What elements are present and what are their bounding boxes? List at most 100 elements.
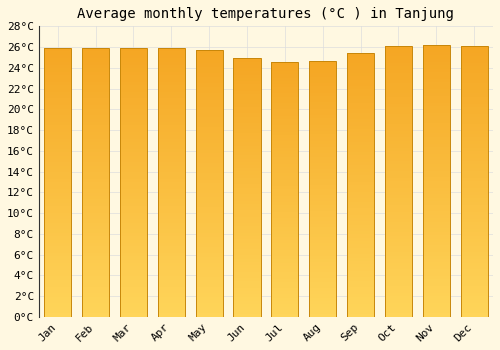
Bar	[158, 189, 185, 192]
Bar	[196, 194, 223, 197]
Bar	[196, 183, 223, 187]
Bar	[82, 102, 109, 105]
Bar	[460, 191, 488, 195]
Bar	[385, 46, 412, 49]
Bar	[422, 167, 450, 171]
Bar	[271, 93, 298, 97]
Bar	[44, 155, 72, 159]
Bar	[234, 275, 260, 278]
Bar	[158, 203, 185, 206]
Bar	[347, 195, 374, 198]
Bar	[309, 74, 336, 77]
Bar	[44, 276, 72, 280]
Bar	[347, 116, 374, 119]
Bar	[422, 242, 450, 245]
Bar	[309, 243, 336, 246]
Bar	[422, 303, 450, 307]
Bar	[422, 229, 450, 232]
Bar	[271, 240, 298, 243]
Bar	[460, 310, 488, 313]
Bar	[385, 158, 412, 161]
Bar	[82, 236, 109, 239]
Bar	[120, 65, 147, 68]
Bar	[82, 146, 109, 149]
Bar	[44, 233, 72, 236]
Bar	[309, 262, 336, 266]
Bar	[422, 126, 450, 130]
Bar	[196, 237, 223, 240]
Bar	[309, 92, 336, 96]
Bar	[385, 46, 412, 317]
Bar	[196, 220, 223, 223]
Bar	[309, 278, 336, 281]
Bar	[120, 270, 147, 273]
Bar	[309, 118, 336, 121]
Bar	[44, 102, 72, 105]
Bar	[44, 125, 72, 129]
Bar	[271, 170, 298, 173]
Bar	[271, 125, 298, 128]
Bar	[120, 135, 147, 139]
Bar	[234, 239, 260, 243]
Bar	[347, 83, 374, 86]
Bar	[82, 98, 109, 102]
Bar	[120, 233, 147, 236]
Bar	[120, 48, 147, 317]
Bar	[196, 67, 223, 70]
Bar	[120, 256, 147, 260]
Bar	[44, 142, 72, 146]
Bar	[44, 266, 72, 270]
Bar	[422, 116, 450, 120]
Bar	[460, 293, 488, 296]
Bar	[234, 220, 260, 223]
Bar	[271, 110, 298, 113]
Bar	[460, 256, 488, 259]
Bar	[158, 246, 185, 250]
Bar	[422, 150, 450, 154]
Bar	[422, 120, 450, 123]
Bar	[196, 290, 223, 293]
Bar	[385, 127, 412, 131]
Bar	[120, 48, 147, 51]
Bar	[460, 266, 488, 270]
Bar	[460, 246, 488, 249]
Bar	[347, 238, 374, 241]
Bar	[196, 124, 223, 127]
Bar	[44, 85, 72, 89]
Bar	[82, 307, 109, 310]
Bar	[44, 48, 72, 51]
Bar	[196, 190, 223, 194]
Bar	[271, 310, 298, 314]
Bar	[422, 296, 450, 300]
Bar	[196, 210, 223, 214]
Bar	[158, 68, 185, 72]
Bar	[120, 55, 147, 58]
Bar	[44, 297, 72, 300]
Bar	[347, 221, 374, 225]
Bar	[120, 203, 147, 206]
Bar	[234, 159, 260, 162]
Bar	[309, 157, 336, 160]
Bar	[196, 270, 223, 273]
Bar	[234, 142, 260, 146]
Bar	[158, 209, 185, 213]
Bar	[385, 290, 412, 293]
Bar	[44, 230, 72, 233]
Bar	[460, 270, 488, 273]
Bar	[120, 189, 147, 192]
Bar	[196, 277, 223, 280]
Bar	[347, 228, 374, 231]
Bar	[309, 195, 336, 198]
Bar	[460, 300, 488, 303]
Bar	[120, 216, 147, 219]
Bar	[44, 152, 72, 155]
Bar	[271, 250, 298, 253]
Bar	[460, 114, 488, 117]
Bar	[44, 51, 72, 55]
Bar	[460, 188, 488, 191]
Bar	[196, 57, 223, 60]
Bar	[44, 303, 72, 307]
Bar	[460, 307, 488, 310]
Bar	[234, 256, 260, 259]
Bar	[196, 233, 223, 237]
